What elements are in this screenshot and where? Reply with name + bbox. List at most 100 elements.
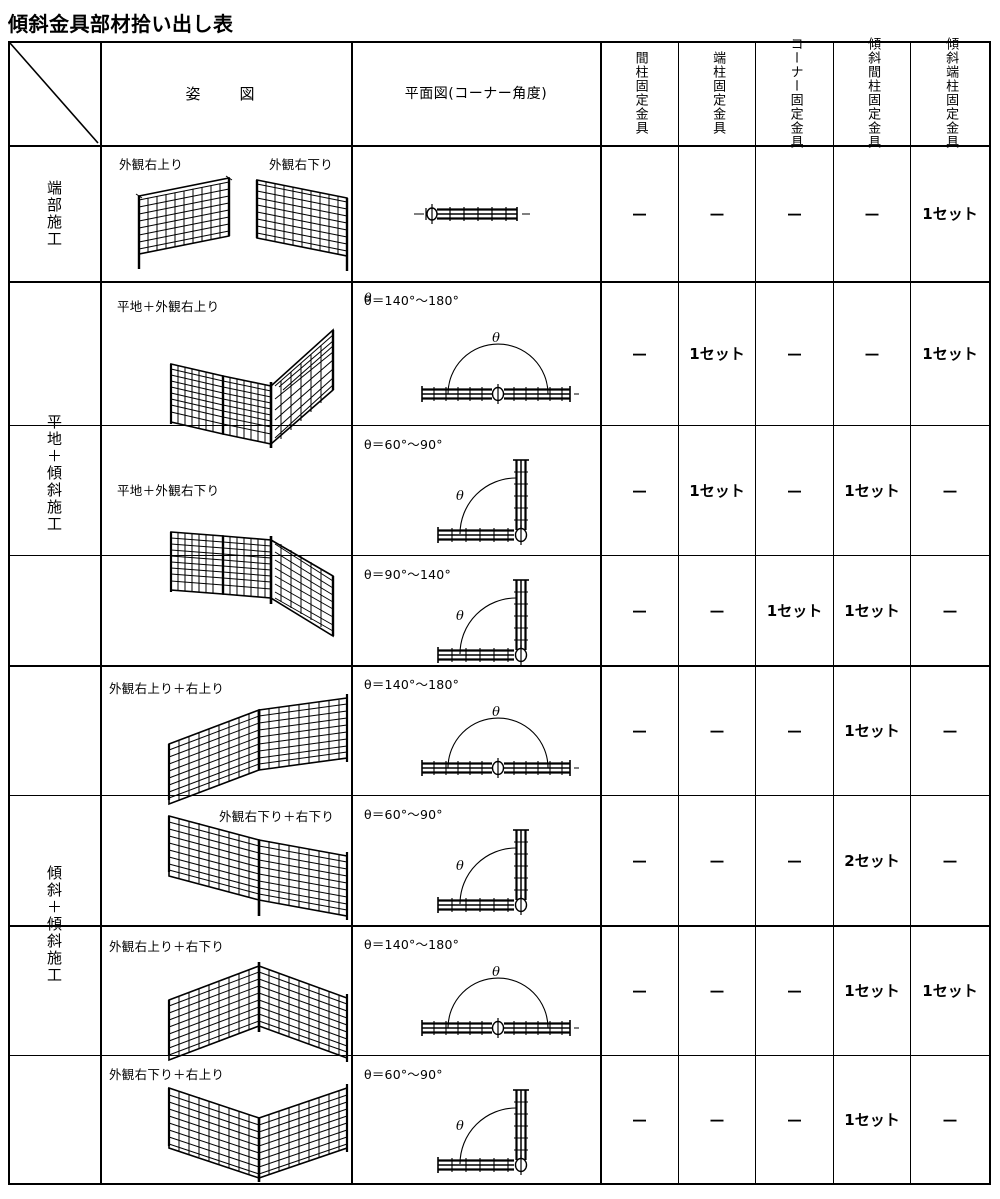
col-rule-category	[100, 41, 102, 1185]
elevation-split-g2	[101, 665, 351, 666]
category-cell-1: 端部施工	[9, 146, 100, 281]
col-rule-p2	[755, 41, 756, 1185]
qty-value: －	[863, 206, 881, 226]
plan-angle-right-icon: θ	[437, 579, 529, 665]
qty-cell-r5-c5: －	[911, 666, 989, 795]
qty-cell-r6-c3: －	[756, 796, 833, 925]
qty-value: －	[708, 853, 726, 873]
qty-cell-r3-c2: 1セット	[679, 426, 755, 555]
plan-angle-g3-r4: θ＝60°～90°	[364, 1067, 443, 1082]
qty-value: －	[941, 723, 959, 743]
plan-cell-g2-r1: θθ＝140°～180° θ＝140°～180° θ	[352, 282, 600, 425]
qty-value: 1セット	[922, 345, 978, 363]
header-part-4-label: 傾斜間柱固定金具	[865, 37, 881, 149]
header-part-2: 端柱固定金具	[679, 41, 755, 145]
qty-cell-r7-c4: 1セット	[834, 926, 910, 1055]
qty-value: 1セット	[922, 982, 978, 1000]
elevation-label-g3-d: 外観右下り＋右上り	[109, 1067, 225, 1082]
category-label-3: 傾斜＋傾斜施工	[45, 865, 63, 984]
col-rule-p1	[678, 41, 679, 1185]
plan-end-post-icon	[414, 204, 530, 224]
qty-cell-r7-c2: －	[679, 926, 755, 1055]
table-border-bottom	[8, 1183, 991, 1185]
elevation-cell-g3-a: 外観右上り＋右上り 外観右下り＋右下り	[101, 666, 351, 925]
elevation-cell-g2: 平地＋外観右上り 平地＋外観右下り	[101, 282, 351, 665]
qty-value: －	[631, 346, 648, 366]
qty-value: －	[786, 483, 803, 503]
plan-angle-g2-r3: θ＝90°～140°	[364, 567, 451, 582]
qty-cell-r6-c1: －	[601, 796, 678, 925]
qty-cell-r2-c5: 1セット	[911, 282, 989, 425]
fence-flat-plus-fall-right-icon	[169, 531, 335, 638]
qty-value: 1セット	[922, 205, 978, 223]
plan-cell-g2-r3: θ＝90°～140° θ	[352, 556, 600, 665]
qty-value: －	[708, 1112, 726, 1132]
qty-value: －	[708, 983, 726, 1003]
plan-angle-g2-r2: θ＝60°～90°	[364, 437, 443, 452]
qty-value: 1セット	[766, 602, 823, 620]
qty-value: －	[631, 1112, 648, 1132]
svg-text:θ: θ	[492, 705, 500, 720]
diagonal-divider-icon	[9, 42, 99, 144]
qty-value: －	[786, 346, 803, 366]
plan-angle-obtuse-icon: θ	[421, 965, 579, 1038]
qty-cell-r3-c3: －	[756, 426, 833, 555]
header-part-3: コーナー固定金具	[756, 37, 833, 149]
qty-value: －	[786, 206, 803, 226]
header-elevation-label: 姿 図	[185, 84, 267, 103]
svg-text:θ: θ	[492, 965, 500, 980]
qty-value: －	[941, 1112, 959, 1132]
header-part-2-label: 端柱固定金具	[710, 51, 726, 135]
qty-cell-r7-c3: －	[756, 926, 833, 1055]
qty-cell-r2-c2: 1セット	[679, 282, 755, 425]
col-rule-p4	[910, 41, 911, 1185]
header-part-5: 傾斜端柱固定金具	[911, 37, 989, 149]
qty-cell-r4-c2: －	[679, 556, 755, 665]
qty-cell-r2-c4: －	[834, 282, 910, 425]
row-rule-1	[8, 281, 991, 283]
qty-cell-r6-c4: 2セット	[834, 796, 910, 925]
qty-value: 1セット	[844, 722, 900, 740]
row-rule-header	[8, 145, 991, 147]
qty-cell-r7-c5: 1セット	[911, 926, 989, 1055]
svg-text:θ: θ	[492, 331, 500, 346]
qty-cell-r1-c4: －	[834, 146, 910, 281]
header-corner-cell	[8, 41, 100, 145]
qty-value: －	[941, 853, 959, 873]
qty-value: －	[786, 723, 803, 743]
qty-value: －	[708, 723, 726, 743]
plan-angle-acute-icon: θ	[437, 459, 529, 545]
header-elevation: 姿 図	[101, 41, 351, 145]
elevation-label-g3-c: 外観右上り＋右下り	[109, 939, 225, 954]
header-part-1-label: 間柱固定金具	[632, 51, 648, 135]
qty-value: －	[708, 603, 726, 623]
elevation-label-g2-a: 平地＋外観右上り	[117, 299, 220, 314]
qty-cell-r4-c5: －	[911, 556, 989, 665]
qty-cell-r5-c3: －	[756, 666, 833, 795]
qty-value: －	[863, 346, 881, 366]
category-label-1: 端部施工	[45, 179, 63, 248]
fence-fall-plus-rise-valley-icon	[167, 1084, 349, 1182]
qty-cell-r7-c1: －	[601, 926, 678, 1055]
header-plan-label: 平面図(コーナー角度)	[404, 86, 548, 102]
qty-value: －	[941, 483, 959, 503]
page-title: 傾斜金具部材拾い出し表	[8, 12, 234, 36]
fence-rise-plus-fall-peak-icon	[167, 962, 349, 1062]
fence-panel-fall-right-icon	[255, 179, 349, 271]
plan-cell-g2-r2: θ＝60°～90° θ	[352, 426, 600, 555]
qty-value: －	[631, 603, 648, 623]
qty-cell-r1-c1: －	[601, 146, 678, 281]
plan-cell-g1	[352, 146, 600, 281]
col-rule-elevation	[351, 41, 353, 1185]
row-rule-7	[8, 1055, 991, 1056]
table-border-right	[989, 41, 991, 1185]
qty-cell-r8-c5: －	[911, 1056, 989, 1183]
svg-text:θ: θ	[456, 489, 464, 504]
qty-cell-r2-c3: －	[756, 282, 833, 425]
qty-value: －	[941, 603, 959, 623]
plan-cell-g3-r1: θ＝140°～180° θ	[352, 666, 600, 795]
row-rule-3	[8, 555, 991, 556]
fence-fall-plus-fall-icon	[167, 814, 349, 920]
category-label-2: 平地＋傾斜施工	[45, 414, 63, 533]
plan-cell-g3-r3: θ＝140°～180° θ	[352, 926, 600, 1055]
